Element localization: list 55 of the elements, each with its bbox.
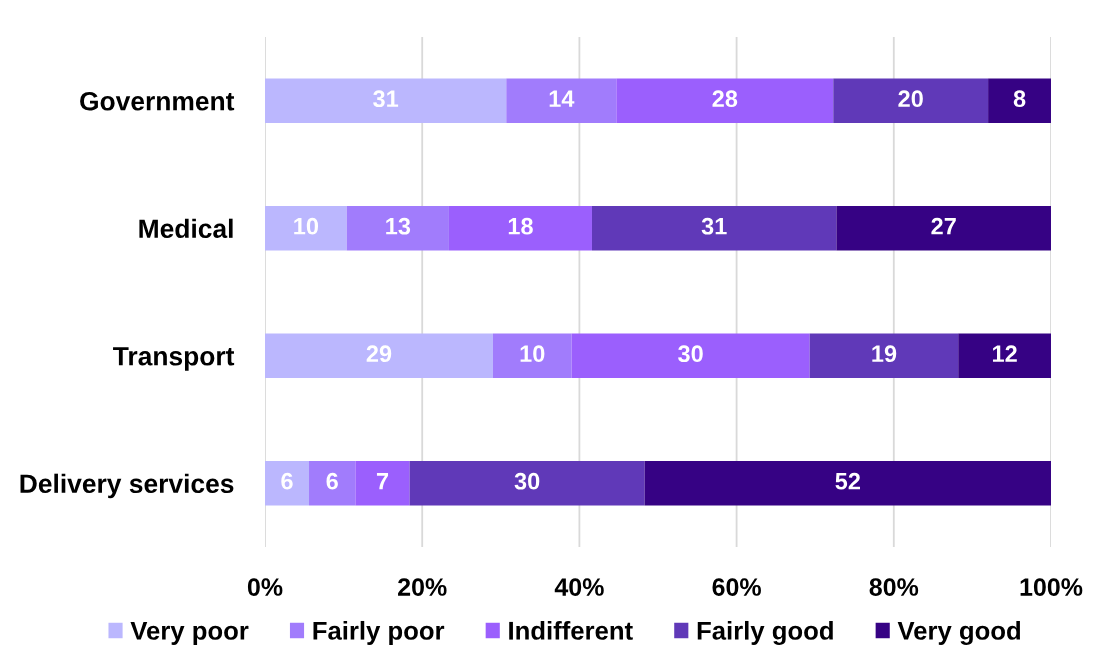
- x-tick-label: 100%: [1020, 578, 1083, 596]
- data-label: 31: [701, 217, 727, 235]
- y-tick-label: Transport: [113, 347, 235, 371]
- bar: [836, 205, 1051, 251]
- bar: [355, 460, 410, 506]
- bar: [988, 78, 1051, 124]
- data-label: 28: [712, 90, 738, 108]
- x-tick-label: 60%: [712, 578, 761, 596]
- x-tick-label: 20%: [398, 578, 447, 596]
- data-label: 8: [1013, 90, 1026, 108]
- bar: [591, 205, 837, 251]
- bar: [616, 78, 834, 124]
- data-label: 14: [549, 90, 575, 107]
- bar: [492, 333, 572, 379]
- legend-label: Fairly good: [697, 620, 833, 646]
- data-label: 52: [835, 472, 861, 490]
- bar: [833, 78, 989, 124]
- legend-label: Fairly poor: [313, 620, 445, 645]
- bar: [809, 333, 959, 379]
- data-label: 10: [294, 217, 319, 235]
- y-tick-label: Delivery services: [20, 473, 234, 499]
- x-tick-label: 0%: [247, 578, 283, 596]
- bar: [958, 333, 1051, 379]
- data-label: 27: [931, 217, 956, 235]
- legend-label: Indifferent: [509, 620, 633, 640]
- data-label: 20: [898, 90, 923, 108]
- bar: [346, 205, 449, 251]
- bar: [265, 333, 493, 379]
- data-label: 10: [520, 345, 545, 363]
- bar: [265, 460, 310, 506]
- data-label: 30: [678, 345, 703, 363]
- bar: [448, 205, 592, 251]
- data-label: 18: [508, 217, 533, 235]
- data-label: 29: [366, 345, 392, 363]
- x-tick-label: 40%: [554, 578, 604, 596]
- data-label: 6: [326, 472, 338, 490]
- bar: [309, 460, 356, 506]
- bar: [265, 205, 347, 251]
- data-label: 30: [514, 472, 540, 490]
- data-label: 13: [386, 217, 411, 235]
- x-tick-label: 80%: [869, 578, 919, 596]
- data-label: 12: [992, 345, 1017, 362]
- bar: [409, 460, 645, 506]
- data-label: 7: [376, 473, 389, 490]
- bar: [571, 333, 810, 379]
- bar: [644, 460, 1051, 506]
- y-tick-label: Medical: [139, 218, 233, 239]
- legend-label: Very poor: [130, 621, 249, 645]
- data-label: 31: [373, 90, 399, 108]
- bar: [265, 78, 507, 124]
- legend-label: Very good: [897, 620, 1020, 646]
- data-label: 19: [872, 345, 897, 363]
- bar: [506, 78, 617, 124]
- data-label: 6: [281, 472, 293, 490]
- y-tick-label: Government: [80, 91, 235, 111]
